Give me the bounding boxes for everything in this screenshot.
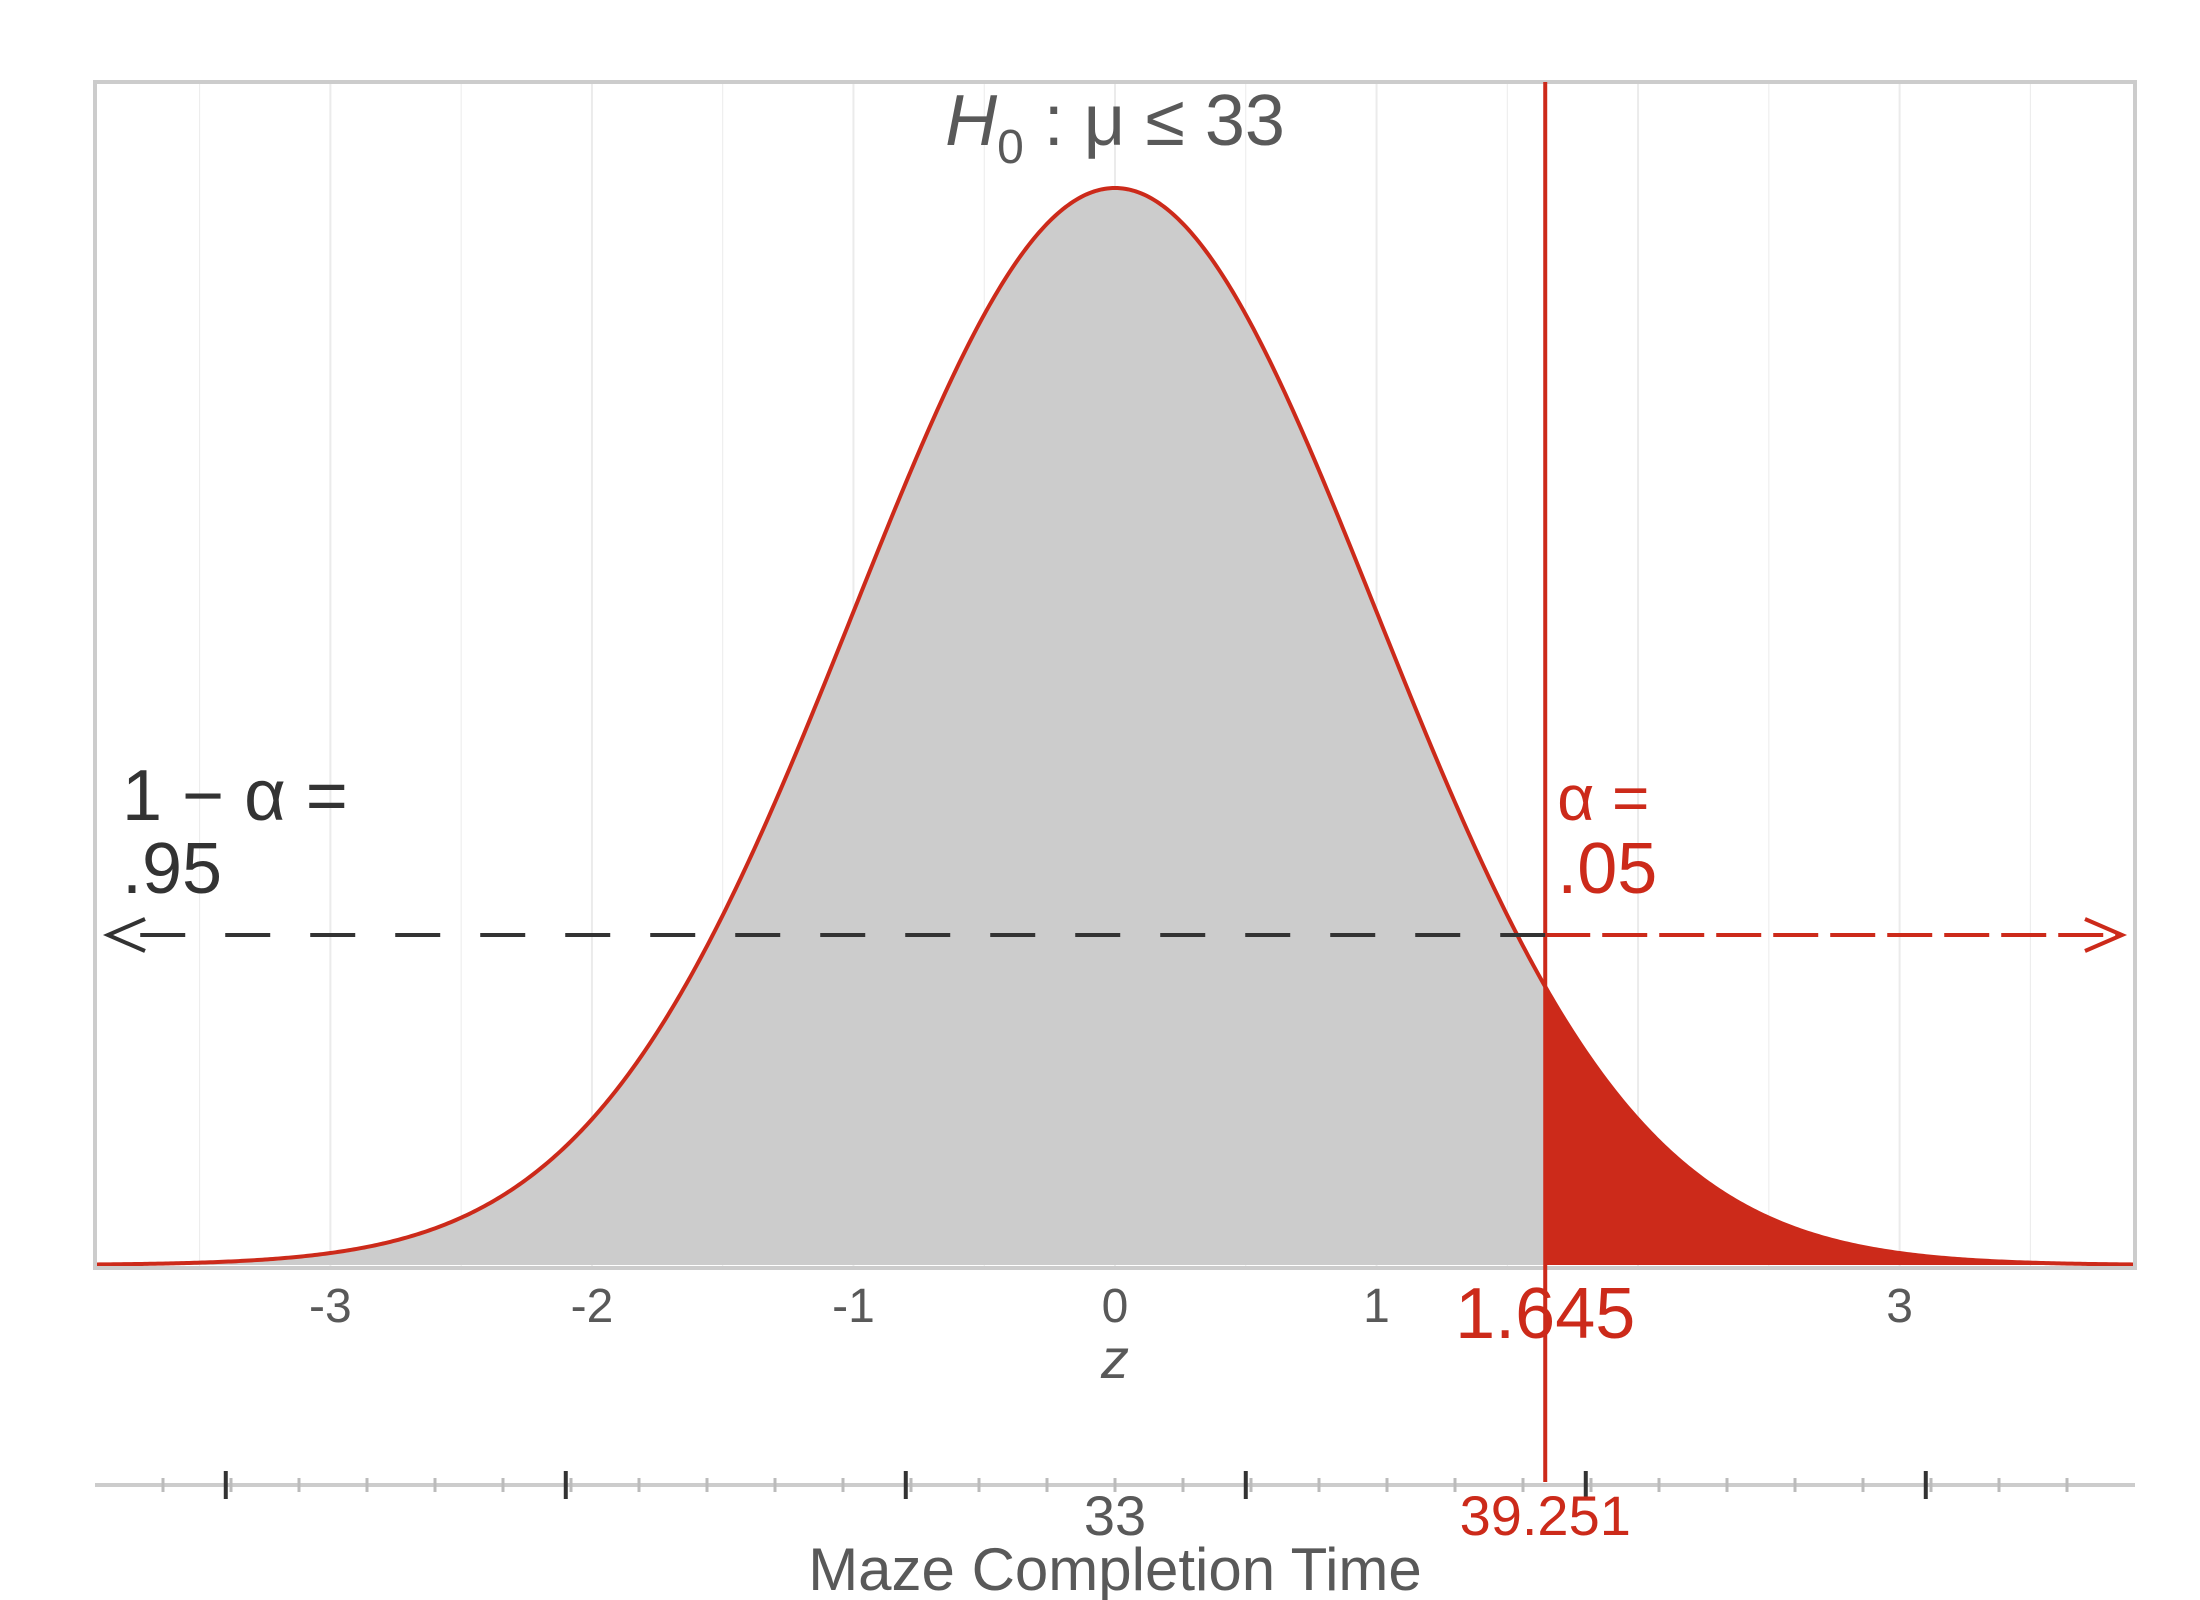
chart-title: H0 : μ ≤ 33 — [945, 81, 1285, 174]
right-arrowhead — [2084, 917, 2128, 953]
x-tick-label: 0 — [1102, 1280, 1129, 1333]
secondary-axis-center-label: 33 — [1084, 1484, 1146, 1547]
x-tick-label: -2 — [571, 1280, 614, 1333]
acceptance-region-area — [95, 188, 1546, 1265]
x-tick-label: 3 — [1886, 1280, 1913, 1333]
x-tick-label: -1 — [832, 1280, 875, 1333]
right-annotation-line1: α = — [1557, 762, 1649, 834]
left-annotation-line1: 1 − α = — [122, 756, 348, 836]
x-tick-label: 1 — [1363, 1280, 1390, 1333]
title-variable: H — [945, 81, 998, 161]
right-annotation-line2: .05 — [1557, 829, 1657, 909]
rejection-region-area — [1545, 986, 2135, 1265]
secondary-axis-critical-label: 39.251 — [1460, 1484, 1631, 1547]
x-tick-labels: -3 -2 -1 0 1 3 — [309, 1280, 1913, 1333]
critical-z-label: 1.645 — [1455, 1274, 1635, 1354]
title-subscript: 0 — [997, 121, 1024, 174]
left-annotation-line2: .95 — [122, 829, 222, 909]
density-curve — [94, 185, 2136, 1267]
x-axis-title: z — [1100, 1327, 1129, 1390]
x-tick-label: -3 — [309, 1280, 352, 1333]
secondary-axis-title: Maze Completion Time — [808, 1536, 1422, 1600]
plot-panel-border — [93, 80, 2137, 1270]
title-rest: : μ ≤ 33 — [1024, 81, 1285, 161]
secondary-axis — [95, 1471, 2135, 1499]
left-arrowhead — [102, 917, 146, 953]
